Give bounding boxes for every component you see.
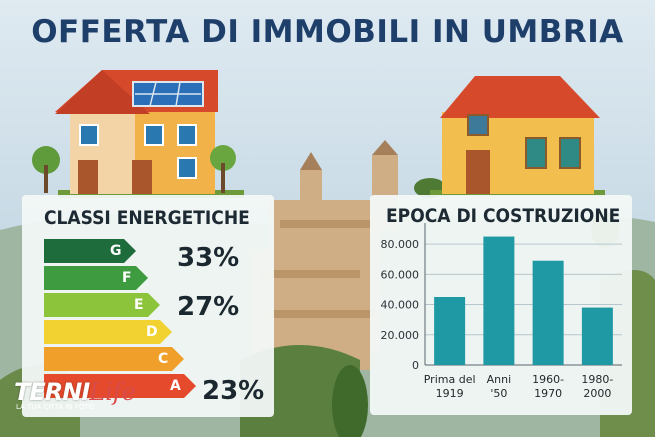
watermark-logo: TERNILife LA TUA CITTÀ IN FOTO [14,378,136,411]
energy-class-d: D [44,320,172,344]
bar-4 [581,307,613,365]
bar-1 [434,297,466,365]
chart-title: EPOCA DI COSTRUZIONE [386,205,621,227]
y-tick-label: 20.000 [381,329,420,342]
y-tick-label: 80.000 [381,238,420,251]
percentage-a: 23% [202,376,265,406]
y-tick-label: 40.000 [381,299,420,312]
energy-class-letter: E [134,297,144,313]
x-tick-label: 1919 [436,387,464,400]
energy-panel-title: CLASSI ENERGETICHE [44,207,250,229]
energy-class-a: A [44,374,196,398]
x-tick-label: Anni [487,373,512,386]
energy-class-c: C [44,347,184,371]
energy-class-g: G [44,239,136,263]
watermark-brand-suffix: Life [89,378,136,406]
energy-class-letter: F [122,270,132,286]
energy-class-letter: G [110,243,122,259]
watermark-brand: TERNI [14,378,90,406]
energy-class-e: E [44,293,160,317]
construction-era-panel: EPOCA DI COSTRUZIONE 0 20.000 40.000 60.000… [370,195,632,415]
x-tick-label: 1970 [534,387,562,400]
bar-3 [532,260,564,365]
house-left-icon [32,70,244,198]
x-tick-label: 1980- [581,373,613,386]
house-right-icon [430,76,605,196]
energy-class-f: F [44,266,148,290]
x-tick-label: Prima del [424,373,476,386]
percentage-e: 27% [177,292,240,322]
energy-class-letter: C [158,351,169,367]
energy-class-letter: A [170,378,181,394]
watermark-tagline: LA TUA CITTÀ IN FOTO [16,403,95,411]
bar-2 [483,236,515,365]
page-title: OFFERTA DI IMMOBILI IN UMBRIA [31,14,624,50]
y-tick-label: 0 [412,359,419,372]
y-tick-label: 60.000 [381,268,420,281]
x-tick-label: '50 [490,387,507,400]
x-tick-label: 2000 [583,387,611,400]
x-tick-label: 1960- [532,373,564,386]
energy-class-letter: D [146,324,158,340]
percentage-g: 33% [177,243,240,273]
